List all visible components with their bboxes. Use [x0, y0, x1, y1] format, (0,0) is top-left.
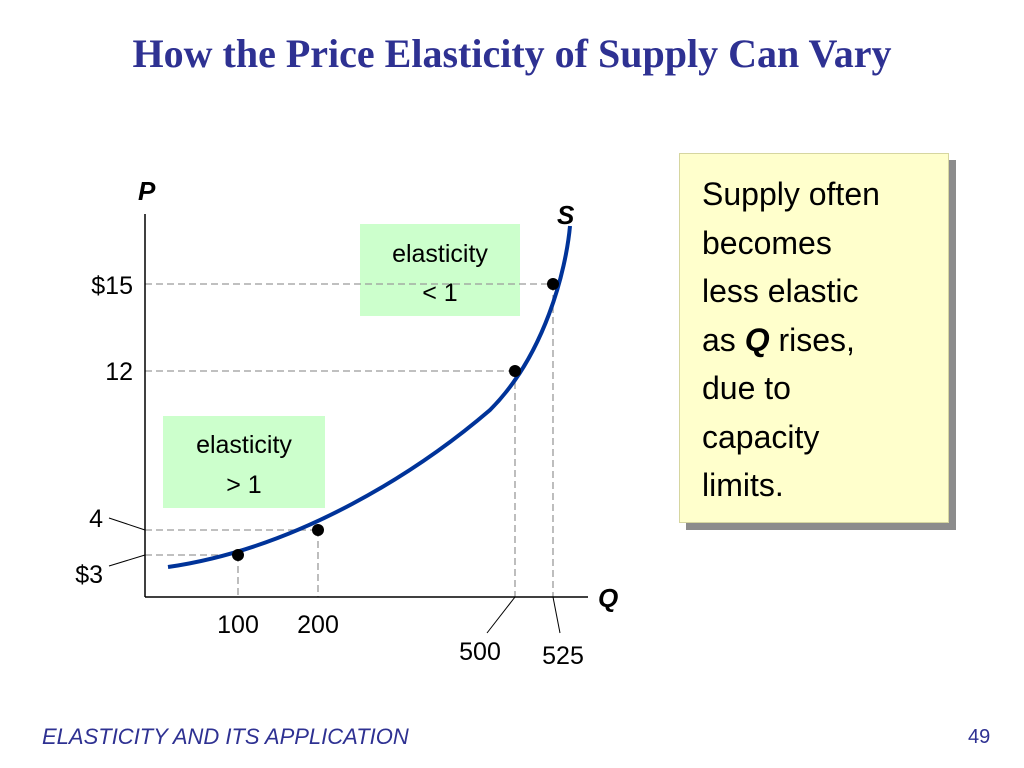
note-variable-q: Q: [744, 321, 770, 358]
note-line-post: rises,: [769, 321, 855, 358]
note-line: limits.: [702, 467, 784, 503]
y-tick-label-12: 12: [105, 358, 133, 386]
x-axis-name: Q: [598, 583, 618, 613]
x-tick-label-100: 100: [217, 611, 259, 639]
elasticity-high-value: > 1: [226, 471, 261, 499]
note-line: due to: [702, 370, 791, 406]
supply-curve-label: S: [557, 200, 575, 230]
y-tick-label-4: 4: [89, 505, 103, 533]
y-tick-label-3: $3: [75, 561, 103, 589]
note-line-pre: as: [702, 321, 745, 358]
y-tick-label-15: $15: [91, 272, 133, 300]
note-line: Supply often: [702, 176, 880, 212]
elasticity-low-box: [360, 224, 520, 316]
data-point: [509, 365, 521, 377]
footer-title: ELASTICITY AND ITS APPLICATION: [42, 724, 409, 749]
data-point: [232, 549, 244, 561]
page-number: 49: [968, 726, 991, 748]
x-tick-label-200: 200: [297, 611, 339, 639]
x-tick-label-500: 500: [459, 638, 501, 666]
elasticity-low-value: < 1: [422, 279, 457, 307]
data-point: [547, 278, 559, 290]
note-line: capacity: [702, 418, 820, 455]
elasticity-high-label: elasticity: [196, 431, 292, 459]
x-tick-label-525: 525: [542, 642, 584, 670]
y-axis-name: P: [138, 176, 156, 206]
leader-3: [108, 554, 146, 567]
note-box: Supply often becomes less elastic as Q r…: [679, 153, 949, 523]
leader-525: [552, 596, 561, 634]
note-line: less elastic: [702, 273, 859, 309]
note-line: as Q rises,: [702, 316, 930, 365]
data-point: [312, 524, 324, 536]
note-line: becomes: [702, 224, 832, 261]
leader-500: [486, 596, 516, 634]
elasticity-high-box: [163, 416, 325, 508]
leader-4: [108, 517, 146, 531]
slide-title: How the Price Elasticity of Supply Can V…: [132, 31, 892, 76]
elasticity-low-label: elasticity: [392, 240, 488, 268]
